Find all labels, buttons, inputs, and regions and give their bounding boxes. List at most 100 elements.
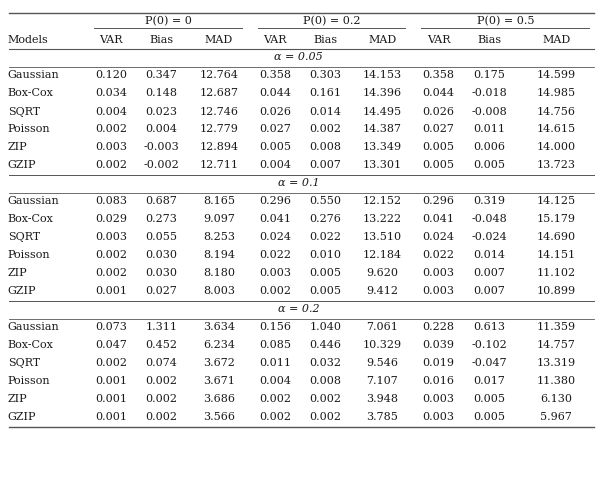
Text: 0.452: 0.452 <box>146 340 177 350</box>
Text: ZIP: ZIP <box>8 394 27 404</box>
Text: 0.005: 0.005 <box>423 160 454 170</box>
Text: 0.005: 0.005 <box>423 142 454 152</box>
Text: 0.002: 0.002 <box>310 412 341 422</box>
Text: Box-Cox: Box-Cox <box>8 214 54 224</box>
Text: 0.074: 0.074 <box>146 358 177 368</box>
Text: 0.004: 0.004 <box>259 160 291 170</box>
Text: 11.359: 11.359 <box>537 322 576 332</box>
Text: 0.446: 0.446 <box>310 340 341 350</box>
Text: 12.764: 12.764 <box>199 70 238 81</box>
Text: 1.040: 1.040 <box>310 322 341 332</box>
Text: 0.148: 0.148 <box>146 88 177 99</box>
Text: 7.107: 7.107 <box>367 376 398 386</box>
Text: 0.296: 0.296 <box>423 196 454 206</box>
Text: 14.615: 14.615 <box>537 124 576 134</box>
Text: 0.029: 0.029 <box>96 214 127 224</box>
Text: VAR: VAR <box>427 34 450 44</box>
Text: 0.001: 0.001 <box>96 394 127 404</box>
Text: 0.273: 0.273 <box>146 214 177 224</box>
Text: 13.349: 13.349 <box>363 142 402 152</box>
Text: 0.024: 0.024 <box>423 232 454 242</box>
Text: 0.030: 0.030 <box>146 250 177 260</box>
Text: 0.041: 0.041 <box>259 214 291 224</box>
Text: 0.083: 0.083 <box>96 196 127 206</box>
Text: 14.599: 14.599 <box>537 70 576 81</box>
Text: P(0) = 0: P(0) = 0 <box>144 16 192 26</box>
Text: VAR: VAR <box>100 34 123 44</box>
Text: 12.779: 12.779 <box>199 124 238 134</box>
Text: 14.985: 14.985 <box>537 88 576 99</box>
Text: 11.380: 11.380 <box>537 376 576 386</box>
Text: 0.003: 0.003 <box>96 232 127 242</box>
Text: Gaussian: Gaussian <box>8 322 60 332</box>
Text: Box-Cox: Box-Cox <box>8 88 54 99</box>
Text: 12.152: 12.152 <box>363 196 402 206</box>
Text: 0.613: 0.613 <box>473 322 505 332</box>
Text: 8.180: 8.180 <box>203 268 235 278</box>
Text: 12.711: 12.711 <box>199 160 238 170</box>
Text: 0.003: 0.003 <box>259 268 291 278</box>
Text: 0.017: 0.017 <box>473 376 505 386</box>
Text: 14.387: 14.387 <box>363 124 402 134</box>
Text: P(0) = 0.5: P(0) = 0.5 <box>476 16 534 26</box>
Text: Poisson: Poisson <box>8 376 50 386</box>
Text: 3.948: 3.948 <box>367 394 398 404</box>
Text: MAD: MAD <box>368 34 396 44</box>
Text: 3.566: 3.566 <box>203 412 235 422</box>
Text: 0.026: 0.026 <box>259 106 291 117</box>
Text: 0.002: 0.002 <box>310 394 341 404</box>
Text: Gaussian: Gaussian <box>8 70 60 81</box>
Text: 0.022: 0.022 <box>310 232 341 242</box>
Text: 0.005: 0.005 <box>259 142 291 152</box>
Text: 0.005: 0.005 <box>473 394 505 404</box>
Text: 0.027: 0.027 <box>259 124 291 134</box>
Text: 0.007: 0.007 <box>310 160 341 170</box>
Text: 13.510: 13.510 <box>363 232 402 242</box>
Text: MAD: MAD <box>542 34 570 44</box>
Text: 0.358: 0.358 <box>259 70 291 81</box>
Text: 0.007: 0.007 <box>473 286 505 296</box>
Text: 3.672: 3.672 <box>203 358 235 368</box>
Text: 0.026: 0.026 <box>423 106 454 117</box>
Text: 12.894: 12.894 <box>199 142 238 152</box>
Text: 0.004: 0.004 <box>259 376 291 386</box>
Text: SQRT: SQRT <box>8 232 40 242</box>
Text: GZIP: GZIP <box>8 412 36 422</box>
Text: 0.002: 0.002 <box>259 286 291 296</box>
Text: 0.055: 0.055 <box>146 232 177 242</box>
Text: 0.550: 0.550 <box>310 196 341 206</box>
Text: -0.003: -0.003 <box>144 142 179 152</box>
Text: 13.301: 13.301 <box>363 160 402 170</box>
Text: 14.756: 14.756 <box>537 106 576 117</box>
Text: 0.022: 0.022 <box>423 250 454 260</box>
Text: 0.228: 0.228 <box>423 322 454 332</box>
Text: Bias: Bias <box>313 34 338 44</box>
Text: α = 0.1: α = 0.1 <box>278 178 319 188</box>
Text: 0.156: 0.156 <box>259 322 291 332</box>
Text: 0.002: 0.002 <box>96 160 127 170</box>
Text: -0.048: -0.048 <box>472 214 507 224</box>
Text: 0.023: 0.023 <box>146 106 177 117</box>
Text: 0.005: 0.005 <box>310 286 341 296</box>
Text: 14.151: 14.151 <box>537 250 576 260</box>
Text: 0.276: 0.276 <box>310 214 341 224</box>
Text: 3.671: 3.671 <box>203 376 235 386</box>
Text: 0.175: 0.175 <box>473 70 505 81</box>
Text: 0.008: 0.008 <box>310 376 341 386</box>
Text: 14.757: 14.757 <box>537 340 576 350</box>
Text: 0.047: 0.047 <box>96 340 127 350</box>
Text: 0.001: 0.001 <box>96 376 127 386</box>
Text: 0.002: 0.002 <box>96 124 127 134</box>
Text: 3.785: 3.785 <box>367 412 398 422</box>
Text: GZIP: GZIP <box>8 160 36 170</box>
Text: 0.014: 0.014 <box>310 106 341 117</box>
Text: 0.010: 0.010 <box>310 250 341 260</box>
Text: 0.003: 0.003 <box>423 394 454 404</box>
Text: 14.690: 14.690 <box>537 232 576 242</box>
Text: 14.125: 14.125 <box>537 196 576 206</box>
Text: 8.003: 8.003 <box>203 286 235 296</box>
Text: SQRT: SQRT <box>8 358 40 368</box>
Text: 9.412: 9.412 <box>367 286 398 296</box>
Text: 14.153: 14.153 <box>363 70 402 81</box>
Text: 14.396: 14.396 <box>363 88 402 99</box>
